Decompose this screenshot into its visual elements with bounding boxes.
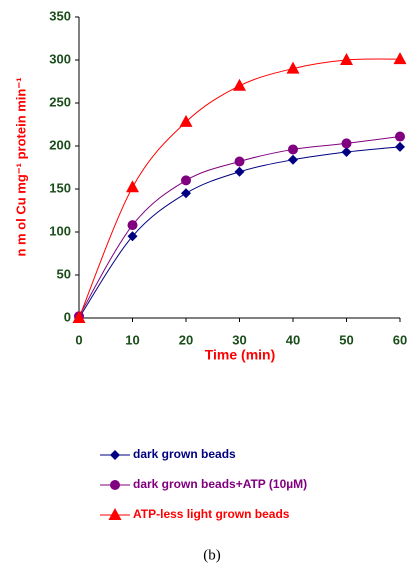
- legend-label: ATP-less light grown beads: [133, 507, 290, 521]
- series-line: [78, 58, 401, 319]
- x-tick-label: 10: [125, 332, 139, 347]
- y-tick-label: 200: [49, 137, 71, 152]
- x-tick-label: 40: [286, 332, 300, 347]
- marker: [340, 53, 353, 65]
- marker: [393, 52, 407, 65]
- marker: [341, 147, 352, 158]
- marker: [395, 141, 405, 152]
- marker: [288, 154, 298, 165]
- y-tick-label: 100: [49, 223, 71, 238]
- marker: [286, 61, 300, 74]
- y-tick-label: 150: [49, 180, 71, 195]
- marker: [181, 188, 191, 199]
- legend-marker: [110, 450, 120, 460]
- x-tick-label: 60: [393, 332, 407, 347]
- y-tick-label: 0: [64, 309, 71, 324]
- marker: [234, 156, 245, 167]
- legend-label: dark grown beads: [133, 447, 236, 461]
- legend-marker: [108, 508, 122, 520]
- x-tick-label: 50: [339, 332, 353, 347]
- marker: [395, 131, 405, 142]
- marker: [288, 144, 298, 155]
- marker: [72, 311, 86, 323]
- marker: [127, 231, 138, 242]
- x-axis-label: Time (min): [205, 347, 276, 363]
- marker: [341, 138, 352, 149]
- marker: [233, 78, 246, 91]
- y-axis-label: n m ol Cu mg⁻¹ protein min⁻¹: [13, 77, 28, 256]
- x-tick-label: 0: [75, 332, 82, 347]
- x-tick-label: 30: [232, 332, 246, 347]
- marker: [234, 166, 245, 177]
- y-tick-label: 300: [49, 51, 71, 66]
- y-tick-label: 350: [49, 8, 71, 23]
- marker: [127, 220, 138, 231]
- marker: [126, 180, 139, 193]
- x-tick-label: 20: [179, 332, 193, 347]
- marker: [179, 114, 193, 127]
- legend-label: dark grown beads+ATP (10µM): [133, 477, 307, 491]
- y-tick-label: 50: [57, 266, 71, 281]
- y-tick-label: 250: [49, 94, 71, 109]
- marker: [181, 175, 191, 186]
- caption: (b): [203, 547, 221, 563]
- legend-marker: [110, 480, 120, 490]
